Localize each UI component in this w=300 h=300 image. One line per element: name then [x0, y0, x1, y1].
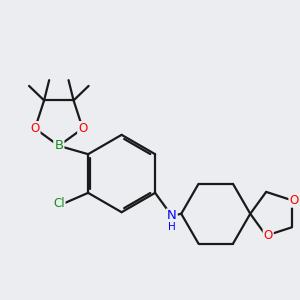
Text: O: O	[264, 229, 273, 242]
Text: O: O	[78, 122, 87, 135]
Text: N: N	[167, 209, 177, 222]
Text: H: H	[168, 222, 176, 233]
Text: O: O	[289, 194, 298, 207]
Text: O: O	[30, 122, 40, 135]
Text: Cl: Cl	[53, 197, 65, 210]
Text: B: B	[54, 139, 63, 152]
